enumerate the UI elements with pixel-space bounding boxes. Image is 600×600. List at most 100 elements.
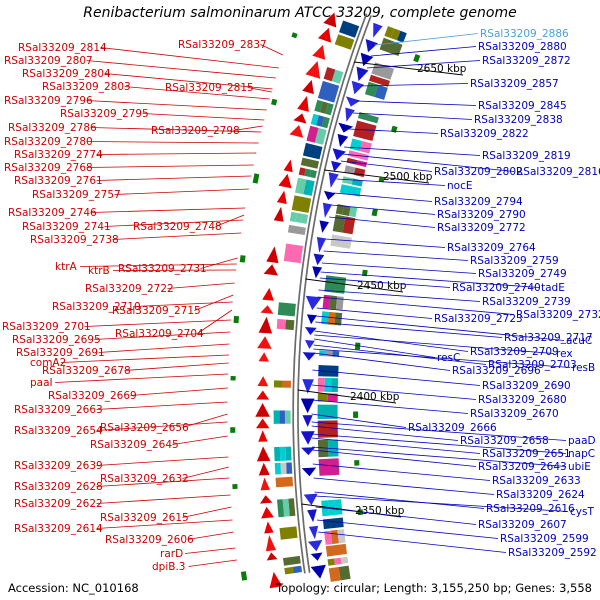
feature-block bbox=[279, 526, 298, 540]
gene-label-reverse: paaD bbox=[568, 435, 596, 447]
leader-line bbox=[100, 47, 279, 69]
gene-label-forward: RSal33209_2691 bbox=[16, 347, 105, 359]
feature-block bbox=[337, 529, 346, 544]
gene-label-forward: RSal33209_2741 bbox=[22, 221, 111, 233]
leader-line bbox=[336, 178, 446, 186]
gene-arrow-reverse bbox=[345, 107, 355, 122]
gene-label-forward: comA2 bbox=[30, 357, 66, 369]
feature-block bbox=[274, 462, 281, 475]
gene-label-forward: RSal33209_2780 bbox=[4, 136, 93, 148]
feature-block bbox=[282, 380, 291, 388]
feature-block bbox=[276, 318, 286, 330]
leader-line bbox=[233, 125, 263, 131]
leader-line bbox=[316, 307, 433, 319]
gene-arrow-forward bbox=[263, 264, 279, 276]
feature-block bbox=[334, 312, 343, 326]
gene-arrow-forward bbox=[289, 125, 304, 138]
feature-block bbox=[346, 157, 358, 165]
gene-label-forward: RSal33209_2796 bbox=[4, 95, 93, 107]
leader-line bbox=[356, 100, 477, 106]
feature-block bbox=[324, 530, 333, 545]
feature-block bbox=[289, 211, 297, 222]
leader-line bbox=[374, 33, 479, 46]
gene-label-forward: RSal33209_2701 bbox=[2, 321, 91, 333]
gene-label-forward: RSal33209_2798 bbox=[151, 125, 240, 137]
leader-line bbox=[361, 83, 469, 87]
rna-feature bbox=[378, 177, 385, 183]
leader-line bbox=[312, 449, 477, 467]
leader-line bbox=[311, 399, 469, 414]
rna-feature bbox=[252, 173, 260, 184]
feature-block bbox=[390, 28, 401, 41]
gene-arrow-forward bbox=[266, 552, 278, 561]
feature-block bbox=[314, 127, 327, 145]
feature-block bbox=[303, 179, 315, 196]
gene-arrow-forward bbox=[317, 27, 332, 43]
leader-line bbox=[260, 44, 283, 56]
gene-label-reverse: RSal33209_2643 bbox=[478, 461, 567, 473]
leader-line bbox=[124, 86, 270, 100]
leader-line bbox=[323, 250, 469, 261]
feature-block bbox=[319, 350, 326, 357]
gene-label-forward: RSal33209_2656 bbox=[100, 422, 189, 434]
gene-arrow-forward bbox=[260, 477, 270, 491]
gene-label-forward: RSal33209_2704 bbox=[115, 328, 204, 340]
gene-label-forward: RSal33209_2738 bbox=[30, 234, 119, 246]
gene-label-reverse: RSal33209_2696 bbox=[452, 365, 541, 377]
leader-line bbox=[311, 413, 407, 428]
feature-block bbox=[280, 462, 287, 475]
leader-line bbox=[348, 128, 439, 134]
feature-block bbox=[335, 296, 344, 310]
leader-line bbox=[215, 214, 245, 227]
gene-arrow-forward bbox=[258, 352, 269, 362]
leader-line bbox=[60, 354, 230, 363]
rna-feature bbox=[371, 208, 378, 217]
leader-line bbox=[340, 160, 433, 172]
leader-line bbox=[96, 519, 233, 529]
feature-block bbox=[286, 462, 293, 474]
feature-block bbox=[319, 101, 329, 114]
gene-arrow-reverse bbox=[331, 160, 342, 172]
leader-line bbox=[114, 188, 249, 195]
gene-arrow-reverse bbox=[305, 295, 322, 311]
feature-block bbox=[317, 377, 325, 392]
gene-label-reverse: tadE bbox=[541, 282, 565, 294]
rna-feature bbox=[413, 54, 421, 63]
scale-label: 2650 kbp bbox=[417, 63, 467, 75]
gene-label-reverse: nocE bbox=[447, 180, 473, 192]
feature-block bbox=[342, 205, 351, 216]
feature-block bbox=[317, 404, 338, 419]
leader-line bbox=[86, 100, 267, 111]
leader-line bbox=[315, 315, 565, 341]
gene-arrow-forward bbox=[323, 12, 337, 28]
feature-block bbox=[275, 476, 293, 488]
gene-label-reverse: RSal33209_2749 bbox=[478, 268, 567, 280]
gene-label-reverse: RSal33209_2624 bbox=[496, 489, 585, 501]
feature-block bbox=[397, 30, 407, 43]
rna-feature bbox=[232, 484, 238, 490]
feature-block bbox=[324, 377, 332, 392]
gene-arrow-reverse bbox=[322, 202, 333, 218]
leader-line bbox=[96, 401, 228, 410]
rna-feature bbox=[233, 315, 239, 324]
gene-label-reverse: RSal33209_2822 bbox=[440, 128, 529, 140]
gene-arrow-forward bbox=[305, 61, 321, 79]
gene-label-forward: RSal33209_2746 bbox=[8, 207, 97, 219]
rna-feature bbox=[240, 571, 248, 581]
leader-line bbox=[96, 494, 231, 504]
gene-arrow-reverse bbox=[332, 148, 346, 161]
leader-line bbox=[311, 433, 567, 454]
feature-block bbox=[282, 498, 290, 517]
feature-block bbox=[353, 167, 366, 178]
feature-block bbox=[357, 112, 379, 124]
gene-label-forward: RSal33209_2774 bbox=[14, 149, 103, 161]
gene-label-reverse: acuC bbox=[566, 335, 592, 347]
gene-arrow-forward bbox=[293, 113, 307, 124]
gene-label-forward: RSal33209_2757 bbox=[32, 189, 121, 201]
gene-label-forward: RSal33209_2731 bbox=[118, 263, 207, 275]
leader-line bbox=[311, 384, 477, 400]
leader-line bbox=[182, 466, 229, 479]
gene-label-reverse: RSal33209_2592 bbox=[508, 547, 597, 559]
leader-line bbox=[197, 309, 233, 334]
leader-line bbox=[247, 87, 272, 93]
